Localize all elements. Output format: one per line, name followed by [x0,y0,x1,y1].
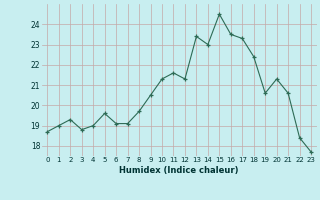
X-axis label: Humidex (Indice chaleur): Humidex (Indice chaleur) [119,166,239,175]
